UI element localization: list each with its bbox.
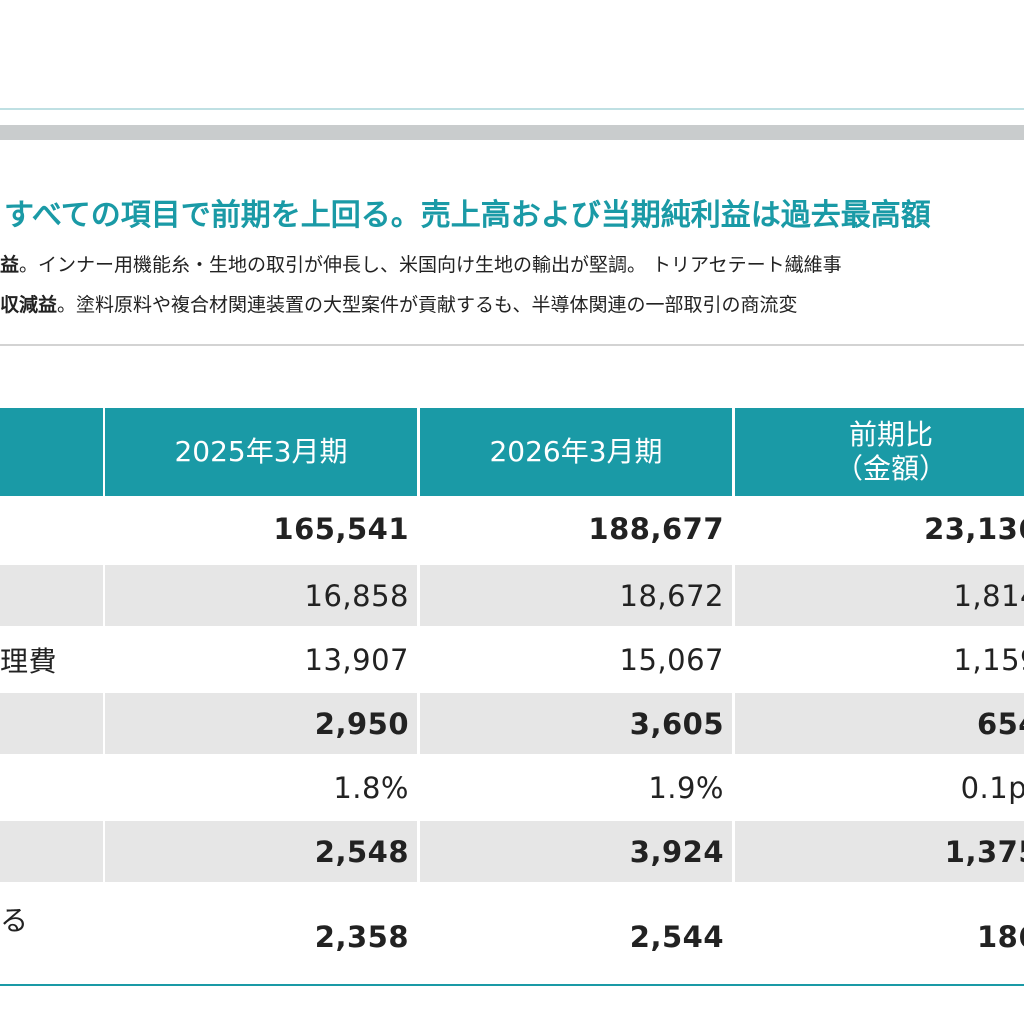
value-cell: 18,672 <box>420 565 732 626</box>
value-cell: 13,907 <box>105 629 417 690</box>
value-cell: 16,858 <box>105 565 417 626</box>
value-cell: 1,814 <box>735 565 1024 626</box>
value-cell: 186 <box>735 885 1024 982</box>
value-cell: 3,924 <box>420 821 732 882</box>
row-label <box>0 821 103 882</box>
value-cell: 1,375 <box>735 821 1024 882</box>
header-cell <box>0 408 103 496</box>
value-cell: 1.8% <box>105 757 417 818</box>
value-cell: 3,605 <box>420 693 732 754</box>
header-cell: 前期比 （金額） <box>735 408 1024 496</box>
row-label <box>0 565 103 626</box>
row-label <box>0 757 103 818</box>
header-cell: 2026年3月期 <box>420 408 732 496</box>
note-text: 。インナー用機能糸・生地の取引が伸長し、米国向け生地の輸出が堅調。 トリアセテー… <box>19 254 842 276</box>
value-cell: 654 <box>735 693 1024 754</box>
note-bold: 益 <box>0 254 20 276</box>
value-cell: 165,541 <box>105 497 417 561</box>
note-bold: 収減益 <box>0 294 58 316</box>
value-cell: 188,677 <box>420 497 732 561</box>
row-label: 理費 <box>0 629 103 690</box>
row-label <box>0 497 103 561</box>
row-label: る <box>0 885 103 982</box>
value-cell: 2,548 <box>105 821 417 882</box>
value-cell: 0.1pt <box>735 757 1024 818</box>
note: 益。インナー用機能糸・生地の取引が伸長し、米国向け生地の輸出が堅調。 トリアセテ… <box>0 250 842 277</box>
value-cell: 1.9% <box>420 757 732 818</box>
value-cell: 2,544 <box>420 885 732 982</box>
headline: すべての項目で前期を上回る。売上高および当期純利益は過去最高額 <box>4 198 931 233</box>
value-cell: 1,159 <box>735 629 1024 690</box>
top-rule <box>0 108 1024 110</box>
gray-bar <box>0 125 1024 140</box>
note-text: 。塗料原料や複合材関連装置の大型案件が貢献するも、半導体関連の一部取引の商流変 <box>57 294 798 316</box>
row-label <box>0 693 103 754</box>
value-cell: 2,950 <box>105 693 417 754</box>
value-cell: 2,358 <box>105 885 417 982</box>
note: 収減益。塗料原料や複合材関連装置の大型案件が貢献するも、半導体関連の一部取引の商… <box>0 290 797 317</box>
bottom-rule <box>0 984 1024 986</box>
header-cell: 2025年3月期 <box>105 408 417 496</box>
value-cell: 15,067 <box>420 629 732 690</box>
separator <box>0 344 1024 346</box>
value-cell: 23,136 <box>735 497 1024 561</box>
